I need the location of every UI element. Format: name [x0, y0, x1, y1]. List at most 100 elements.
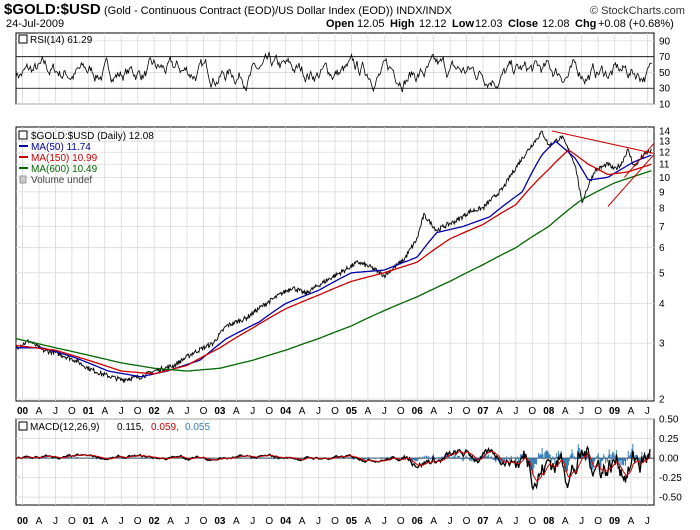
price-x-tick-label: J — [579, 406, 584, 417]
macd-x-tick-label: O — [528, 516, 536, 527]
macd-x-tick-label: A — [562, 516, 569, 527]
price-y-tick-label: 4 — [659, 299, 665, 310]
rsi-legend-label: RSI(14) 61.29 — [30, 35, 93, 46]
price-x-tick-label: 07 — [477, 406, 489, 417]
price-legend-swatch — [18, 130, 28, 140]
price-y-tick-label: 10 — [659, 173, 671, 184]
price-x-tick-label: 04 — [280, 406, 292, 417]
price-x-tick-label: A — [167, 406, 174, 417]
quote-high: 12.12 — [419, 18, 447, 30]
macd-x-tick-label: O — [265, 516, 273, 527]
macd-x-tick-label: 04 — [280, 516, 292, 527]
macd-x-tick-label: A — [167, 516, 174, 527]
upper-channel-line — [624, 143, 655, 178]
chart-description: (Gold - Continuous Contract (EOD)/US Dol… — [104, 5, 452, 17]
price-y-tick-label: 5 — [659, 268, 665, 279]
price-y-tick-label: 9 — [659, 187, 665, 198]
price-y-tick-label: 13 — [659, 137, 671, 148]
price-x-tick-label: 08 — [543, 406, 555, 417]
macd-x-tick-label: J — [250, 516, 255, 527]
price-line — [15, 130, 652, 384]
macd-x-tick-label: J — [185, 516, 190, 527]
price-x-tick-label: 03 — [214, 406, 226, 417]
price-legend-label: MA(50) 11.74 — [31, 142, 91, 153]
rsi-y-tick-label: 70 — [659, 52, 671, 63]
macd-x-tick-label: J — [53, 516, 58, 527]
support-trendline — [607, 154, 655, 207]
price-y-tick-label: 3 — [659, 339, 665, 350]
macd-x-tick-label: J — [645, 516, 650, 527]
quote-date: 24-Jul-2009 — [6, 18, 64, 30]
macd-x-tick-label: 05 — [346, 516, 358, 527]
macd-y-tick-label: -0.25 — [659, 473, 682, 484]
price-y-tick-label: 7 — [659, 222, 665, 233]
ma50-line — [16, 140, 652, 378]
price-x-tick-label: O — [594, 406, 602, 417]
macd-x-tick-label: O — [463, 516, 471, 527]
price-x-tick-label: A — [430, 406, 437, 417]
price-y-tick-label: 2 — [659, 395, 665, 406]
price-x-tick-label: O — [331, 406, 339, 417]
macd-x-tick-label: A — [628, 516, 635, 527]
price-x-tick-label: 09 — [609, 406, 621, 417]
price-x-tick-label: J — [316, 406, 321, 417]
price-x-tick-label: 02 — [149, 406, 161, 417]
rsi-line — [15, 50, 653, 93]
price-x-tick-label: J — [185, 406, 190, 417]
macd-legend-swatch — [18, 421, 28, 431]
macd-x-tick-label: A — [101, 516, 108, 527]
price-x-tick-label: O — [528, 406, 536, 417]
macd-x-tick-label: J — [316, 516, 321, 527]
price-x-tick-label: A — [496, 406, 503, 417]
price-x-tick-label: A — [36, 406, 43, 417]
macd-legend-label: 0.059, — [151, 422, 179, 433]
ma600-line — [15, 170, 652, 372]
macd-panel: 0.50 0.25 0.00 -0.25 -0.50 MACD(12,26,9) 0.115… — [15, 415, 682, 527]
ma150-line — [15, 149, 652, 375]
price-x-tick-label: J — [119, 406, 124, 417]
macd-legend-label: 0.115, — [117, 422, 144, 433]
price-x-tick-label: J — [513, 406, 518, 417]
resistance-trendline — [551, 130, 655, 154]
rsi-panel: 90 70 50 30 10 RSI(14) 61.29 — [15, 32, 671, 111]
price-x-tick-label: 06 — [412, 406, 424, 417]
macd-x-tick-label: J — [119, 516, 124, 527]
rsi-y-tick-label: 50 — [659, 68, 671, 79]
macd-x-tick-label: J — [448, 516, 453, 527]
price-legend-swatch — [19, 175, 27, 184]
price-x-tick-label: O — [265, 406, 273, 417]
macd-x-tick-label: O — [134, 516, 142, 527]
watermark: © StockCharts.com — [590, 5, 685, 17]
macd-y-tick-label: -0.50 — [659, 493, 682, 504]
macd-x-tick-label: 02 — [149, 516, 161, 527]
macd-x-tick-label: A — [496, 516, 503, 527]
price-x-tick-label: O — [68, 406, 76, 417]
price-x-tick-label: O — [463, 406, 471, 417]
price-y-tick-label: 12 — [659, 148, 671, 159]
macd-x-tick-label: A — [299, 516, 306, 527]
macd-x-tick-label: 09 — [609, 516, 621, 527]
rsi-legend-swatch — [18, 34, 28, 44]
macd-legend-label: MACD(12,26,9) — [30, 422, 99, 433]
macd-x-tick-label: O — [331, 516, 339, 527]
price-y-tick-label: 6 — [659, 243, 665, 254]
chart-symbol: $GOLD:$USD — [4, 1, 101, 18]
price-legend-label: $GOLD:$USD (Daily) 12.08 — [31, 131, 154, 142]
quote-chg: +0.08 (+0.68%) — [598, 18, 674, 30]
price-x-tick-label: A — [101, 406, 108, 417]
price-x-tick-label: 05 — [346, 406, 358, 417]
macd-y-tick-label: 0.25 — [659, 434, 679, 445]
rsi-y-tick-label: 30 — [659, 84, 671, 95]
macd-x-tick-label: O — [397, 516, 405, 527]
macd-y-tick-label: 0.00 — [659, 454, 679, 465]
macd-x-tick-label: A — [365, 516, 372, 527]
price-legend-label: Volume undef — [31, 175, 92, 186]
price-legend-label: MA(600) 10.49 — [31, 164, 98, 175]
price-x-tick-label: O — [134, 406, 142, 417]
quote-open: 12.05 — [357, 18, 385, 30]
price-x-tick-label: O — [200, 406, 208, 417]
macd-x-tick-label: O — [594, 516, 602, 527]
macd-x-tick-label: 00 — [17, 516, 29, 527]
macd-legend-label: 0.055 — [185, 422, 210, 433]
